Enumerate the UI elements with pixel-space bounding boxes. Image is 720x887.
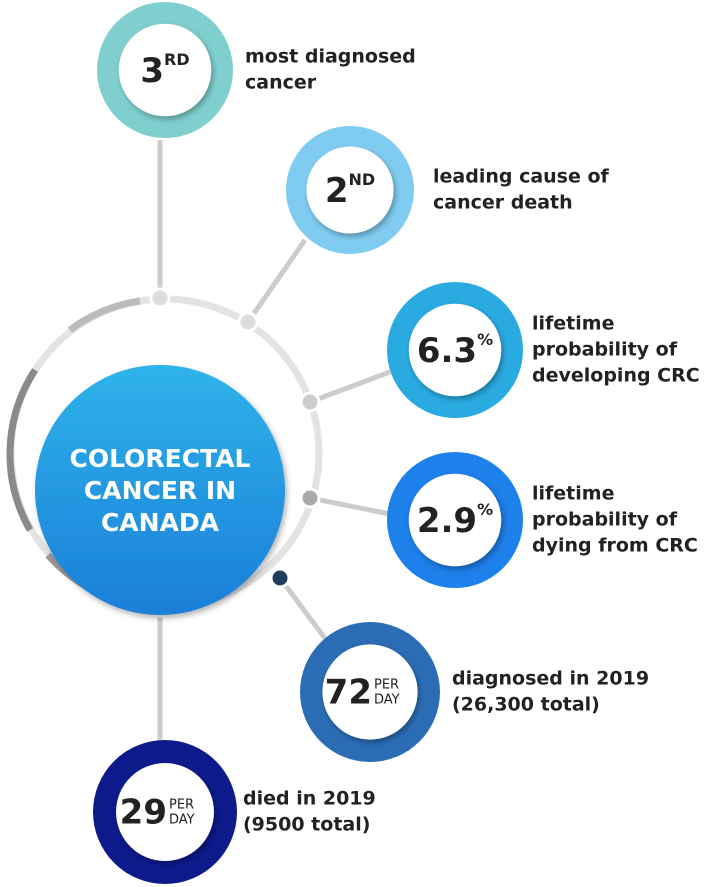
node-label: (9500 total) xyxy=(243,814,370,836)
node-value: 72 xyxy=(325,673,372,713)
node-unit: DAY xyxy=(374,693,400,708)
value: 2.9 xyxy=(417,501,477,541)
node-label: cancer xyxy=(245,72,317,94)
value: 6.3 xyxy=(417,331,477,371)
node-label: probability of xyxy=(532,339,678,361)
center-title: CANCER IN xyxy=(84,476,236,505)
node-value: 2ND xyxy=(325,170,375,211)
stat-nodes: 3RD most diagnosed cancer 2ND leading cause … xyxy=(93,2,700,884)
node-label: cancer death xyxy=(433,192,573,214)
center-title: COLORECTAL xyxy=(70,444,251,473)
value: 2 xyxy=(325,171,349,211)
suffix: RD xyxy=(164,50,190,69)
node-inner xyxy=(306,146,394,234)
node-label: lifetime xyxy=(532,313,614,335)
node-inner xyxy=(408,473,502,567)
node-label: lifetime xyxy=(532,483,614,505)
center-title: CANADA xyxy=(101,508,220,537)
node-label: dying from CRC xyxy=(532,535,698,557)
node-value: 3RD xyxy=(140,50,189,91)
node-unit: PER xyxy=(374,678,399,693)
node-unit: DAY xyxy=(169,813,195,828)
node-label: probability of xyxy=(532,509,678,531)
suffix: ND xyxy=(349,170,376,189)
value: 3 xyxy=(140,51,164,91)
node-value: 29 xyxy=(120,793,167,833)
node-label: (26,300 total) xyxy=(452,694,600,716)
connectors xyxy=(157,140,396,750)
center-circle xyxy=(35,365,285,615)
node-label: most diagnosed xyxy=(245,46,416,68)
node-unit: PER xyxy=(169,798,194,813)
suffix: % xyxy=(477,330,493,349)
node-label: died in 2019 xyxy=(243,788,376,810)
node-inner xyxy=(116,763,214,861)
node-label: developing CRC xyxy=(532,365,700,387)
node-value: 6.3% xyxy=(417,330,493,371)
suffix: % xyxy=(477,500,493,519)
node-value: 2.9% xyxy=(417,500,493,541)
node-inner xyxy=(118,23,212,117)
node-label: leading cause of xyxy=(433,166,610,188)
ring-accent xyxy=(6,368,38,532)
node-inner xyxy=(408,303,502,397)
node-label: diagnosed in 2019 xyxy=(452,668,649,690)
node-inner xyxy=(322,644,418,740)
ring-accent xyxy=(67,297,141,333)
